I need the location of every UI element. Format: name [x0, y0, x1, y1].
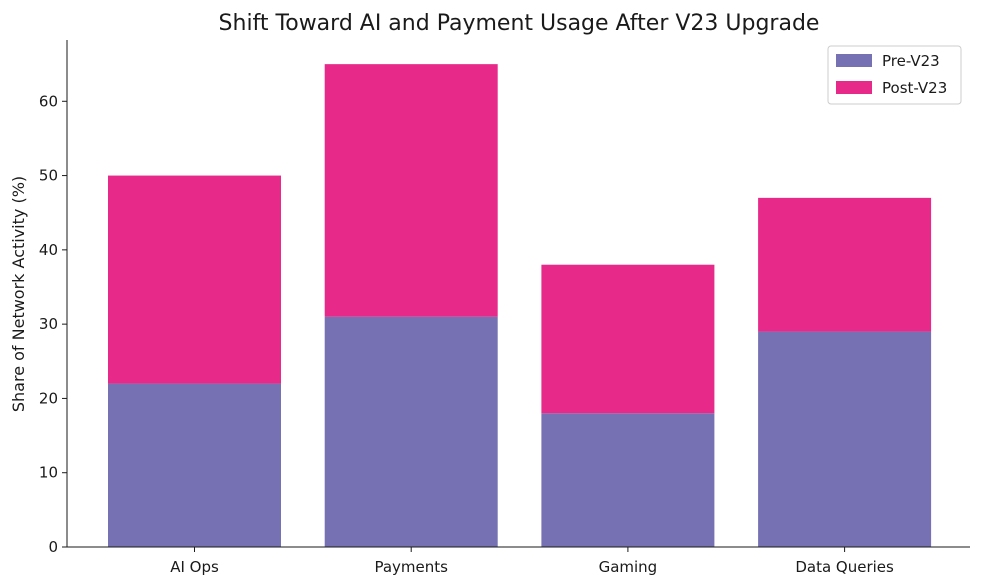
legend-entry: Post-V23 — [882, 79, 947, 97]
y-axis-label: Share of Network Activity (%) — [9, 176, 28, 412]
y-axis: 0 10 20 30 40 50 60 — [39, 40, 68, 556]
bar-post-payments — [324, 64, 498, 317]
y-tick-label: 40 — [39, 241, 58, 259]
x-tick-label: Gaming — [599, 558, 658, 576]
bars-group — [108, 64, 932, 547]
chart-title: Shift Toward AI and Payment Usage After … — [219, 11, 820, 36]
bar-pre-gaming — [541, 413, 715, 547]
bar-pre-payments — [324, 316, 498, 547]
y-tick-label: 10 — [39, 464, 58, 482]
bar-pre-ai-ops — [108, 383, 281, 547]
legend-entry: Pre-V23 — [882, 52, 940, 70]
bar-post-ai-ops — [108, 175, 281, 384]
y-tick-label: 20 — [39, 389, 58, 407]
bar-pre-data-queries — [758, 331, 932, 547]
bar-post-data-queries — [758, 197, 932, 332]
bar-post-gaming — [541, 264, 715, 414]
y-tick-label: 30 — [39, 315, 58, 333]
x-axis: AI Ops Payments Gaming Data Queries — [67, 546, 970, 576]
legend-swatch — [836, 54, 872, 67]
legend-swatch — [836, 81, 872, 94]
x-tick-label: Payments — [374, 558, 448, 576]
y-tick-label: 60 — [39, 92, 58, 110]
x-tick-label: AI Ops — [170, 558, 219, 576]
x-tick-label: Data Queries — [795, 558, 894, 576]
y-tick-label: 50 — [39, 167, 58, 185]
legend: Pre-V23 Post-V23 — [827, 45, 962, 105]
y-tick-label: 0 — [48, 538, 58, 556]
